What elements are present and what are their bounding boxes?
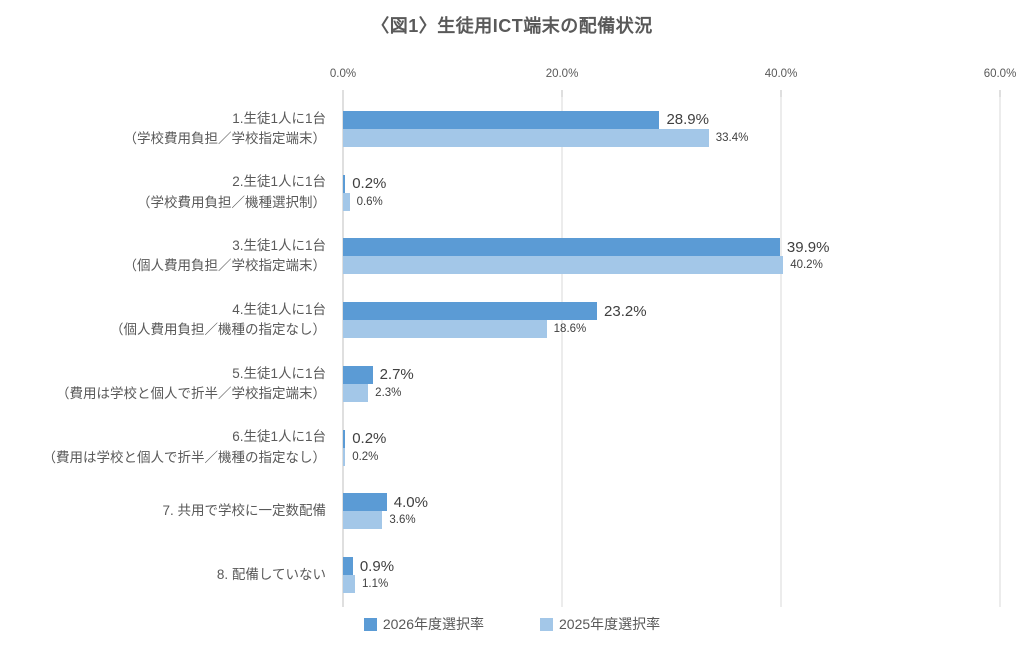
legend-swatch-icon — [540, 617, 553, 631]
bar-line: 40.2% — [343, 256, 1000, 275]
bar-series-2025 — [343, 575, 356, 594]
bar-line: 0.2% — [343, 429, 1000, 448]
bar-group: 23.2% 18.6% — [343, 288, 1000, 352]
data-label: 4.0% — [393, 493, 428, 511]
bar-line: 18.6% — [343, 320, 1000, 339]
data-label: 2.3% — [375, 386, 402, 399]
data-label: 28.9% — [666, 111, 709, 129]
category-label: 6.生徒1人に1台 （費用は学校と個人で折半／機種の指定なし） — [42, 429, 327, 465]
legend-label: 2026年度選択率 — [382, 616, 484, 632]
bar-line: 0.2% — [343, 174, 1000, 193]
category-label: 2.生徒1人に1台 （学校費用負担／機種選択制） — [137, 174, 326, 210]
chart-title: 〈図1〉生徒用ICT端末の配備状況 — [371, 16, 653, 36]
bar-line: 2.7% — [343, 365, 1000, 384]
gridline — [999, 97, 1001, 607]
bar-series-2026 — [343, 302, 598, 321]
category-label: 3.生徒1人に1台 （個人費用負担／学校指定端末） — [123, 238, 327, 274]
bar-group: 39.9% 40.2% — [343, 225, 1000, 289]
bar-series-2026 — [343, 238, 780, 257]
bar-series-2026 — [343, 365, 373, 384]
x-axis-tick-label: 20.0% — [545, 68, 579, 80]
bar-series-2026 — [343, 110, 660, 129]
x-axis-tick-label: 40.0% — [764, 68, 798, 80]
bar-series-2025 — [343, 256, 784, 275]
data-label: 0.9% — [359, 557, 395, 575]
x-axis-tick-mark — [561, 90, 563, 97]
gridline — [780, 97, 782, 607]
legend: 2026年度選択率 2025年度選択率 — [0, 614, 1024, 634]
legend-swatch-icon — [363, 617, 377, 631]
x-axis-tick-label: 0.0% — [329, 68, 357, 80]
data-label: 3.6% — [389, 514, 416, 527]
category-label: 5.生徒1人に1台 （費用は学校と個人で折半／学校指定端末） — [56, 365, 326, 401]
bar-line: 0.9% — [343, 557, 1000, 576]
bar-series-2026 — [343, 557, 353, 576]
bar-series-2025 — [343, 320, 547, 339]
value-axis-line — [342, 97, 344, 607]
bar-line: 2.3% — [343, 383, 1000, 402]
x-axis-tick-mark — [999, 90, 1001, 97]
data-label: 18.6% — [553, 323, 587, 336]
bar-line: 0.2% — [343, 447, 1000, 466]
bar-group: 4.0% 3.6% — [343, 480, 1000, 544]
bar-series-2026 — [343, 174, 346, 193]
bar-line: 3.6% — [343, 511, 1000, 530]
plot-area: 28.9% 33.4% 0.2% 0.6% 39.9% 40.2% 23.2% 18.6% 2.… — [342, 97, 1001, 607]
bar-line: 28.9% — [343, 110, 1000, 129]
x-axis-labels: 0.0% 20.0% 40.0% 60.0% — [330, 68, 1016, 84]
bar-series-2025 — [343, 511, 383, 530]
data-label: 0.6% — [356, 195, 383, 208]
data-label: 0.2% — [352, 175, 387, 193]
bar-line: 1.1% — [343, 575, 1000, 594]
bar-line: 39.9% — [343, 238, 1000, 257]
bar-line: 4.0% — [343, 493, 1000, 512]
gridline — [561, 97, 563, 607]
bar-series-2025 — [343, 383, 369, 402]
data-label: 23.2% — [604, 302, 647, 320]
bar-series-2025 — [343, 447, 346, 466]
bar-series-2026 — [343, 493, 387, 512]
bar-group: 0.2% 0.6% — [343, 161, 1000, 225]
data-label: 0.2% — [352, 450, 379, 463]
bar-group: 2.7% 2.3% — [343, 352, 1000, 416]
data-label: 33.4% — [715, 131, 749, 144]
category-labels: 1.生徒1人に1台 （学校費用負担／学校指定端末） 2.生徒1人に1台 （学校費用負担… — [0, 97, 335, 607]
x-axis-tick-label: 60.0% — [983, 68, 1017, 80]
legend-item-2025: 2025年度選択率 — [540, 614, 660, 634]
bar-line: 23.2% — [343, 302, 1000, 321]
category-label: 8. 配備していない — [216, 567, 326, 582]
data-label: 2.7% — [379, 366, 414, 384]
data-label: 40.2% — [790, 259, 823, 272]
bar-group: 0.9% 1.1% — [343, 543, 1000, 607]
category-label: 4.生徒1人に1台 （個人費用負担／機種の指定なし） — [110, 301, 326, 338]
category-label: 7. 共用で学校に一定数配備 — [162, 503, 326, 519]
category-label: 1.生徒1人に1台 （学校費用負担／学校指定端末） — [123, 110, 327, 146]
bar-series-2025 — [343, 128, 709, 147]
legend-label: 2025年度選択率 — [559, 616, 661, 632]
bar-rows: 28.9% 33.4% 0.2% 0.6% 39.9% 40.2% 23.2% 18.6% 2.… — [343, 97, 1000, 607]
bar-series-2026 — [343, 429, 346, 448]
data-label: 39.9% — [786, 238, 830, 256]
bar-group: 0.2% 0.2% — [343, 416, 1000, 480]
x-axis-tick-mark — [342, 90, 344, 97]
data-label: 1.1% — [362, 578, 389, 591]
x-axis-ticks — [342, 90, 1001, 97]
bar-group: 28.9% 33.4% — [343, 97, 1000, 161]
data-label: 0.2% — [352, 430, 387, 448]
bar-line: 33.4% — [343, 128, 1000, 147]
bar-series-2025 — [343, 192, 350, 211]
legend-item-2026: 2026年度選択率 — [363, 614, 484, 634]
x-axis-tick-mark — [780, 90, 782, 97]
bar-line: 0.6% — [343, 192, 1000, 211]
